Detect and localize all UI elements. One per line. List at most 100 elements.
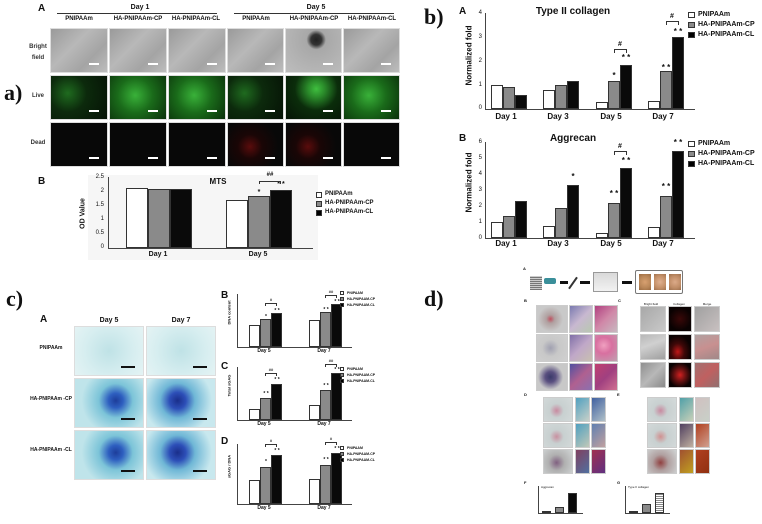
scale-bar	[381, 110, 391, 112]
scale-bar	[121, 418, 135, 420]
legend-label: HA-PNIPAAM-CP	[347, 373, 376, 377]
significance-marker: * *	[334, 299, 340, 305]
micrograph-live-day1-cl	[168, 75, 226, 120]
legend-swatch-gray	[688, 22, 695, 28]
legend-swatch-gray	[340, 373, 344, 377]
bar-day3-pnipaam	[543, 226, 555, 238]
x-category: Day 5	[257, 348, 271, 354]
legend-swatch-black	[340, 303, 344, 307]
ihc-stain2-cp-d	[591, 423, 606, 448]
panel-d-sub-F-letter: F	[524, 480, 527, 485]
significance-marker: #	[269, 438, 273, 443]
bar-cp	[642, 504, 651, 513]
significance-marker: * *	[609, 189, 619, 198]
legend-swatch-white	[340, 367, 344, 371]
significance-marker: * *	[621, 156, 631, 165]
bar-day3-pnipaam	[543, 90, 555, 109]
micrograph-live-day5-pnipaam	[227, 75, 284, 120]
micrograph-brightfield-day1-cp	[109, 28, 167, 73]
significance-bracket	[614, 151, 627, 155]
mts-y-axis-label: OD Value	[79, 198, 87, 229]
bar-day1-cp	[503, 216, 515, 238]
scale-bar	[381, 157, 391, 159]
histology-safranin-cp	[594, 334, 618, 362]
micrograph-live-day5-cp	[285, 75, 342, 120]
legend-swatch-black	[316, 209, 322, 216]
significance-marker: ##	[328, 289, 334, 294]
ihc-stain-pnipaam-d	[575, 397, 590, 422]
histology-he-cl	[569, 363, 593, 391]
ihc-stain-cl-d	[575, 449, 590, 474]
bar-day5-cp	[260, 319, 271, 347]
y-axis	[108, 177, 109, 248]
legend-swatch-white	[340, 446, 344, 450]
scale-bar	[323, 157, 333, 159]
scale-bar	[89, 157, 99, 159]
panel-b-sub-A-letter: A	[459, 6, 467, 17]
bar-day7-pnipaam	[309, 320, 320, 347]
type2-plot-area: * * * # * * * * #	[485, 13, 695, 109]
x-category: Day 3	[547, 112, 569, 121]
y-tick: 1	[478, 82, 482, 88]
scale-bar	[148, 63, 158, 65]
col-header: PNIPAAm	[242, 16, 270, 22]
explant-photo	[654, 274, 666, 290]
panel-a-label: a)	[4, 80, 23, 105]
row-label-cp: HA-PNIPAAm -CP	[30, 396, 72, 402]
bar-day7-cl	[672, 151, 684, 238]
significance-marker: ##	[268, 367, 274, 372]
legend-item: HA-PNIPAAm-CL	[688, 30, 755, 40]
legend-item: HA-PNIPAAm-CP	[316, 199, 374, 208]
d-type2-title: Type II collagen	[628, 485, 650, 489]
col-header: PNIPAAm	[65, 16, 93, 22]
histology-gross-pnipaam	[536, 305, 568, 333]
bar-day7-pnipaam	[648, 227, 660, 238]
bar-day3-cp	[555, 85, 567, 109]
explant-photos-box	[635, 270, 683, 294]
dna-content-chart: DNA content * * * # * * * * ## Day 5 Day…	[225, 289, 395, 354]
x-category: Day 7	[652, 239, 674, 248]
legend-item: HA-PNIPAAM-CP	[340, 372, 375, 378]
legend-label: HA-PNIPAAm-CL	[698, 31, 755, 38]
panel-c-sub-C-letter: C	[221, 361, 229, 372]
legend-item: HA-PNIPAAM-CL	[340, 457, 375, 463]
y-axis	[237, 294, 238, 347]
arrow-icon	[560, 281, 568, 284]
fluor-bf-pnipaam	[640, 306, 666, 332]
legend-item: HA-PNIPAAM-CP	[340, 296, 375, 302]
bar-day5-pnipaam	[249, 409, 260, 420]
scale-bar	[193, 418, 207, 420]
ihc-stain2-cl-d	[591, 449, 606, 474]
legend-swatch-gray	[340, 452, 344, 456]
cell-culture-icon	[530, 276, 542, 290]
y-axis	[485, 142, 486, 238]
scale-bar	[265, 63, 275, 65]
legend-label: HA-PNIPAAm-CP	[698, 150, 755, 157]
x-axis	[538, 513, 583, 514]
significance-marker: * *	[263, 391, 269, 397]
bar-day1-cl	[515, 95, 527, 109]
ihc-stain-pnipaam-e	[679, 397, 694, 422]
scale-bar	[89, 63, 99, 65]
alcian-blue-day5-cl	[74, 430, 144, 480]
bar-day1-pnipaam	[126, 188, 148, 248]
legend-swatch-black	[340, 379, 344, 383]
significance-marker: * *	[274, 308, 280, 314]
panel-d-label: d)	[424, 286, 444, 311]
micrograph-brightfield-day1-cl	[168, 28, 226, 73]
bar-day7-pnipaam	[309, 479, 320, 504]
scale-bar	[193, 366, 207, 368]
scale-bar	[121, 366, 135, 368]
y-tick: 1.5	[95, 202, 104, 208]
col-header: HA-PNIPAAm-CP	[113, 16, 163, 22]
y-axis-label: DNA content	[226, 300, 232, 325]
col-header: HA-PNIPAAm-CL	[171, 16, 221, 22]
y-tick: 4	[478, 10, 482, 16]
x-category: Day 5	[600, 112, 622, 121]
x-category: Day 5	[248, 251, 268, 258]
significance-bracket	[325, 442, 337, 445]
significance-marker: * *	[277, 181, 285, 188]
bar-day5-cl	[271, 313, 282, 347]
bar-day5-cl	[620, 168, 632, 238]
row-label-pnipaam: PNIPAAm	[39, 345, 63, 351]
